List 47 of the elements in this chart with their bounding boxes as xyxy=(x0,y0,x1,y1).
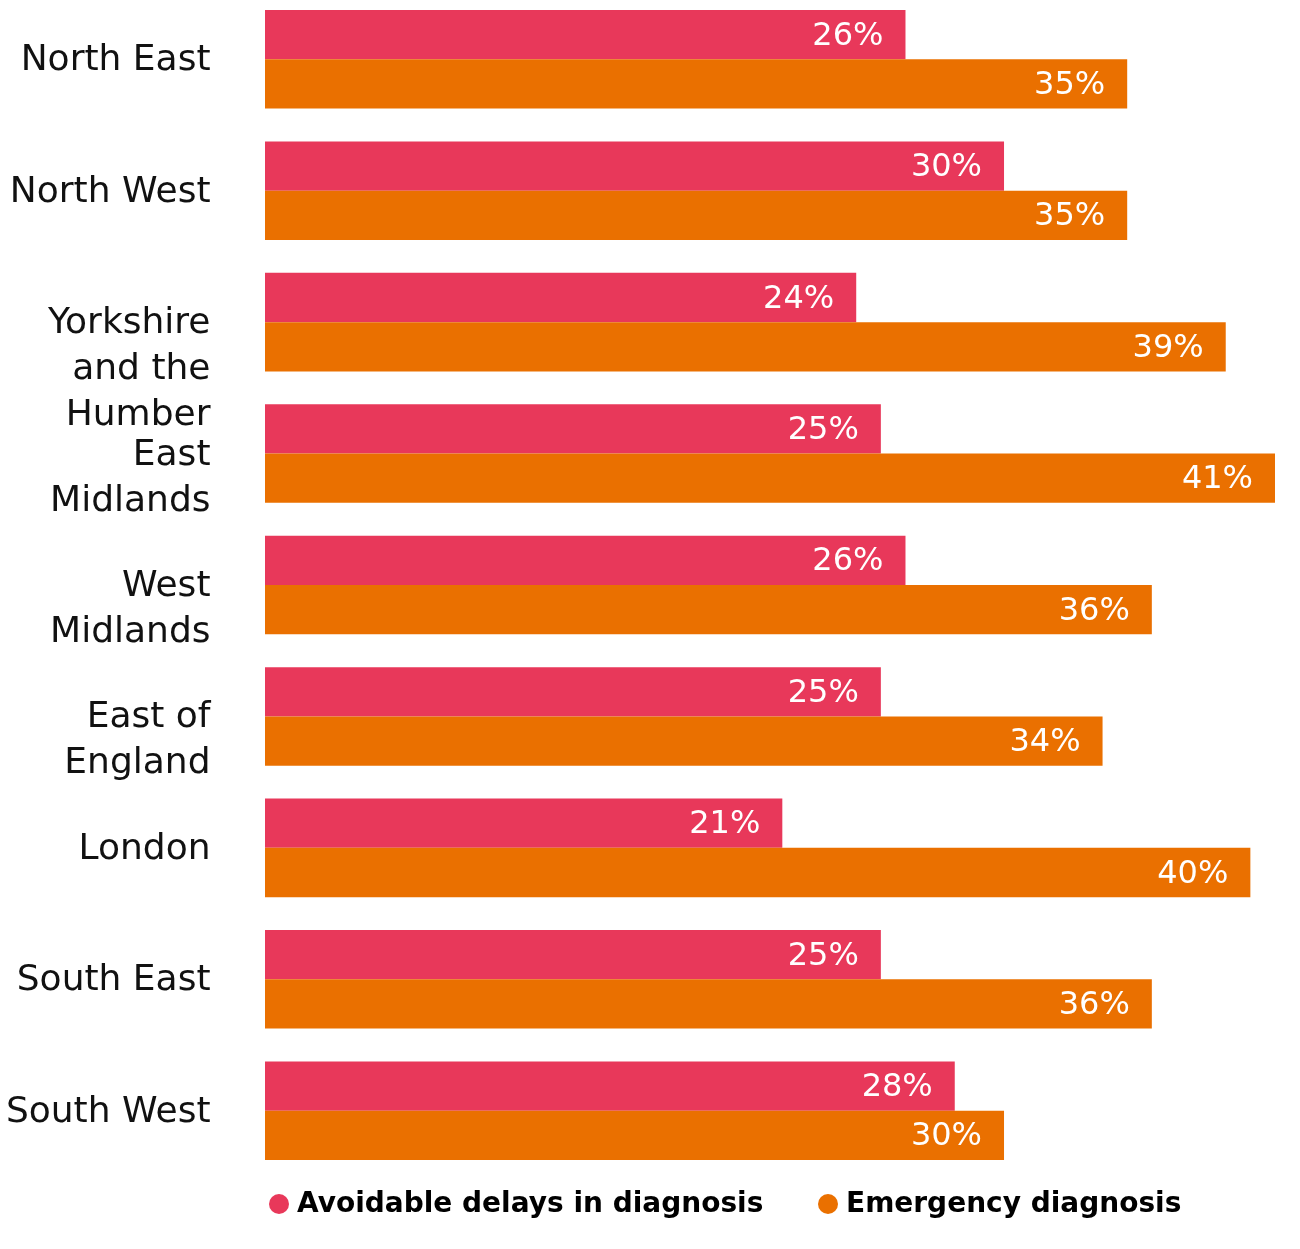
y-tick-label: Yorkshire and the Humber xyxy=(46,300,211,434)
bar xyxy=(265,141,1005,191)
legend-label: Avoidable delays in diagnosis xyxy=(297,1186,764,1219)
data-label: 36% xyxy=(1058,589,1130,628)
bar xyxy=(265,10,906,60)
bar xyxy=(265,453,1275,503)
y-tick-label: East Midlands xyxy=(50,431,211,519)
y-tick-label: North East xyxy=(20,37,211,79)
data-label: 25% xyxy=(787,671,859,710)
bar xyxy=(265,979,1152,1029)
data-label: 24% xyxy=(763,277,835,316)
data-label: 40% xyxy=(1157,852,1229,891)
bar xyxy=(265,667,881,717)
y-tick-label: South West xyxy=(5,1088,211,1130)
bar xyxy=(265,798,783,848)
bar xyxy=(265,190,1128,240)
y-tick-label: West Midlands xyxy=(50,563,211,650)
data-label: 36% xyxy=(1058,983,1130,1022)
y-tick-label: London xyxy=(78,825,211,867)
data-label: 21% xyxy=(689,803,761,842)
bar xyxy=(265,404,881,454)
data-label: 25% xyxy=(787,408,859,447)
data-label: 39% xyxy=(1132,326,1204,365)
legend-label: Emergency diagnosis xyxy=(846,1186,1182,1219)
data-label: 30% xyxy=(910,1115,983,1154)
data-label: 28% xyxy=(861,1066,933,1105)
bar xyxy=(265,930,881,980)
data-label: 35% xyxy=(1034,195,1106,234)
bar xyxy=(265,716,1103,766)
bar xyxy=(265,585,1152,635)
data-label: 30% xyxy=(910,146,983,185)
y-tick-label: North West xyxy=(9,168,211,210)
data-label: 41% xyxy=(1181,458,1253,497)
data-label: 34% xyxy=(1009,721,1081,760)
bar xyxy=(265,1110,1005,1160)
y-tick-label: South East xyxy=(16,957,211,999)
data-label: 35% xyxy=(1034,63,1106,102)
bar xyxy=(265,322,1226,372)
bar xyxy=(265,535,906,585)
data-label: 26% xyxy=(812,540,884,579)
data-label: 26% xyxy=(812,14,884,53)
y-tick-label: East of England xyxy=(64,694,212,782)
bar xyxy=(265,1061,955,1111)
bar xyxy=(265,847,1251,898)
bar xyxy=(265,272,857,323)
data-label: 25% xyxy=(787,934,859,973)
bar xyxy=(265,59,1128,109)
